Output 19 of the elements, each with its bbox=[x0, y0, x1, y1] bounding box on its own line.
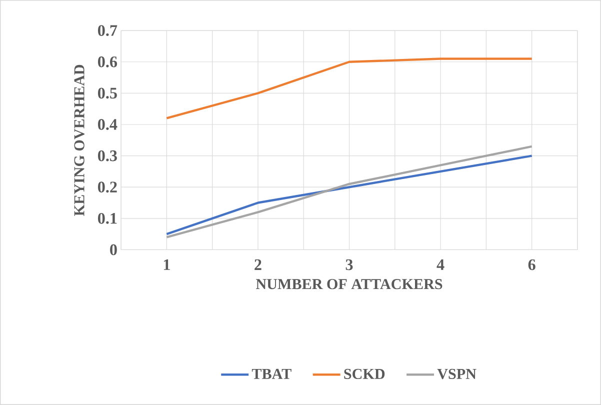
y-axis-title: KEYING OVERHEAD bbox=[74, 64, 84, 216]
legend-label: VSPN bbox=[437, 368, 476, 380]
legend-label: TBAT bbox=[252, 368, 292, 379]
y-tick-label: 0.7 bbox=[98, 25, 118, 36]
x-tick-label: 1 bbox=[164, 259, 170, 270]
x-tick-label: 2 bbox=[254, 259, 262, 270]
x-tick-label: 6 bbox=[528, 259, 536, 270]
y-tick-label: 0.5 bbox=[98, 88, 117, 99]
y-tick-label: 0.4 bbox=[98, 119, 118, 130]
y-tick-label: 0.6 bbox=[98, 56, 118, 68]
x-tick-label: 3 bbox=[346, 259, 353, 270]
y-tick-label: 0 bbox=[110, 244, 117, 256]
x-axis-title: NUMBER OF ATTACKERS bbox=[256, 279, 442, 290]
legend-label: SCKD bbox=[344, 368, 385, 380]
x-tick-label: 4 bbox=[436, 259, 444, 270]
y-tick-label: 0.1 bbox=[98, 212, 117, 224]
y-tick-label: 0.3 bbox=[98, 150, 117, 162]
y-tick-label: 0.2 bbox=[98, 182, 117, 193]
line-series bbox=[166, 58, 533, 120]
